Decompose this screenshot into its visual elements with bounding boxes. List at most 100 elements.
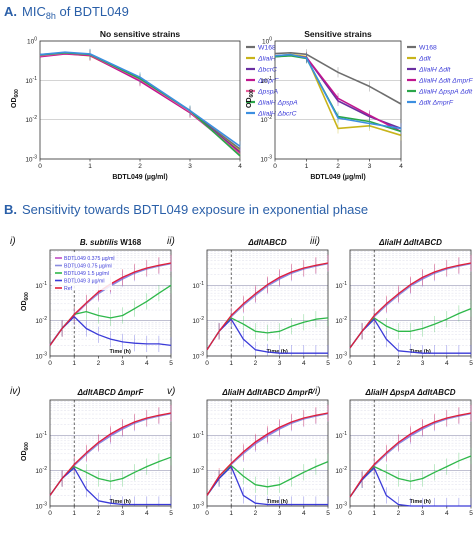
- y-tick-label: 10-1: [25, 76, 37, 85]
- y-tick-label: 10-2: [192, 316, 204, 325]
- y-tick-label: 10-1: [192, 281, 204, 290]
- x-tick-label: 0: [348, 360, 352, 367]
- x-tick-label: 1: [372, 360, 376, 367]
- x-tick-label: 2: [336, 163, 340, 170]
- x-tick-label: 1: [229, 510, 233, 517]
- chart-B-iv: 10-1 10-2 10-30 1 2 3 4 5 ΔdltABCD ΔmprF iv) Time …: [10, 386, 173, 517]
- x-tick-label: 3: [278, 510, 282, 517]
- y-axis-label: OD600: [21, 292, 30, 311]
- x-tick-label: 1: [372, 510, 376, 517]
- x-tick-label: 4: [145, 360, 149, 367]
- panel-label: ii): [167, 236, 175, 247]
- legend-label: BDTL049 3 µg/ml: [64, 279, 104, 285]
- section-b-title: Sensitivity towards BDTL049 exposure in …: [22, 202, 368, 217]
- series-line: [49, 412, 172, 496]
- x-tick-label: 2: [138, 163, 142, 170]
- series-line: [274, 52, 402, 105]
- chart-B-vi: 10-1 10-2 10-30 1 2 3 4 5 ΔlialH ΔpspA ΔdltABCD v…: [310, 386, 473, 517]
- y-tick-label: 10-1: [260, 76, 272, 85]
- x-tick-label: 1: [305, 163, 309, 170]
- plot-frame: [349, 249, 472, 357]
- series-line: [39, 53, 241, 154]
- x-tick-label: 1: [72, 360, 76, 367]
- plot-frame: [49, 399, 172, 507]
- chart-B-i: 10-1 10-2 10-30 1 2 3 4 5 B. subtilis W168 i) Time…: [10, 236, 173, 367]
- x-tick-label: 0: [273, 163, 277, 170]
- x-tick-label: 5: [169, 510, 173, 517]
- y-tick-label: 10-2: [25, 115, 37, 124]
- x-tick-label: 4: [445, 360, 449, 367]
- series-line: [49, 467, 171, 506]
- x-axis-label: Time (h): [267, 349, 288, 355]
- x-tick-label: 4: [302, 360, 306, 367]
- y-tick-label: 10-3: [35, 352, 47, 361]
- x-axis-label: Time (h): [110, 499, 131, 505]
- legend-label: ΔlialH ΔpspA: [257, 100, 298, 107]
- chart-title: ΔdltABCD ΔmprF: [77, 388, 145, 397]
- chart-A-right: 100 10-1 10-2 10-30 1 2 3 4 Sensitive strains BDT…: [246, 29, 474, 181]
- x-axis-label: Time (h): [110, 349, 131, 355]
- series-line: [349, 467, 471, 507]
- legend-label: Δdlt: [418, 56, 432, 63]
- x-axis-label: BDTL049 (µg/ml): [112, 174, 167, 181]
- plot-frame: [349, 399, 472, 507]
- chart-title: ΔlialH ΔdltABCD ΔmprF: [221, 388, 313, 397]
- y-tick-label: 10-3: [335, 352, 347, 361]
- chart-title: ΔlialH ΔdltABCD: [378, 238, 442, 247]
- x-tick-label: 4: [238, 163, 242, 170]
- y-tick-label: 10-3: [35, 502, 47, 511]
- series-line: [39, 51, 241, 147]
- y-tick-label: 10-2: [35, 466, 47, 475]
- y-tick-label: 10-3: [335, 502, 347, 511]
- legend-label: ΔlialH Δdlt ΔmprF: [418, 78, 474, 85]
- section-a-title: MIC8h of BDTL049: [22, 4, 129, 21]
- x-tick-label: 0: [348, 510, 352, 517]
- x-tick-label: 4: [145, 510, 149, 517]
- chart-title: Sensitive strains: [304, 29, 372, 39]
- y-tick-label: 10-3: [260, 155, 272, 164]
- series-line: [39, 52, 241, 157]
- x-tick-label: 2: [397, 360, 401, 367]
- series-line: [206, 262, 329, 351]
- legend-label: W168: [258, 45, 276, 52]
- x-tick-label: 3: [421, 360, 425, 367]
- x-tick-label: 0: [205, 360, 209, 367]
- legend-label: Δdlt ΔmprF: [418, 100, 454, 107]
- chart-title: ΔdltABCD: [247, 238, 286, 247]
- x-tick-label: 5: [169, 360, 173, 367]
- x-tick-label: 1: [72, 510, 76, 517]
- x-tick-label: 5: [326, 360, 330, 367]
- x-tick-label: 3: [421, 510, 425, 517]
- legend-label: ΔlialH: [257, 56, 276, 63]
- x-tick-label: 2: [97, 510, 101, 517]
- chart-title: ΔlialH ΔpspA ΔdltABCD: [364, 388, 455, 397]
- series-line: [206, 318, 328, 354]
- x-tick-label: 1: [229, 360, 233, 367]
- panel-label: iii): [310, 236, 320, 247]
- x-tick-label: 4: [399, 163, 403, 170]
- series-line: [39, 52, 241, 153]
- series-line: [206, 465, 328, 506]
- x-tick-label: 0: [38, 163, 42, 170]
- x-tick-label: 2: [97, 360, 101, 367]
- panel-label: vi): [310, 386, 321, 397]
- series-line: [49, 315, 172, 347]
- section-b-letter: B.: [4, 202, 17, 217]
- x-tick-label: 2: [254, 360, 258, 367]
- y-tick-label: 10-3: [25, 155, 37, 164]
- y-tick-label: 10-1: [35, 281, 47, 290]
- series-line: [39, 52, 241, 152]
- x-tick-label: 2: [397, 510, 401, 517]
- y-tick-label: 100: [27, 37, 37, 46]
- legend-label: ΔlialH ΔpspA Δdlt: [418, 89, 473, 96]
- legend-label: ΔbcrC: [257, 67, 277, 74]
- chart-title: No sensitive strains: [100, 29, 181, 39]
- series-line: [274, 53, 402, 130]
- x-tick-label: 4: [445, 510, 449, 517]
- y-tick-label: 10-2: [260, 115, 272, 124]
- x-tick-label: 3: [121, 360, 125, 367]
- x-tick-label: 3: [368, 163, 372, 170]
